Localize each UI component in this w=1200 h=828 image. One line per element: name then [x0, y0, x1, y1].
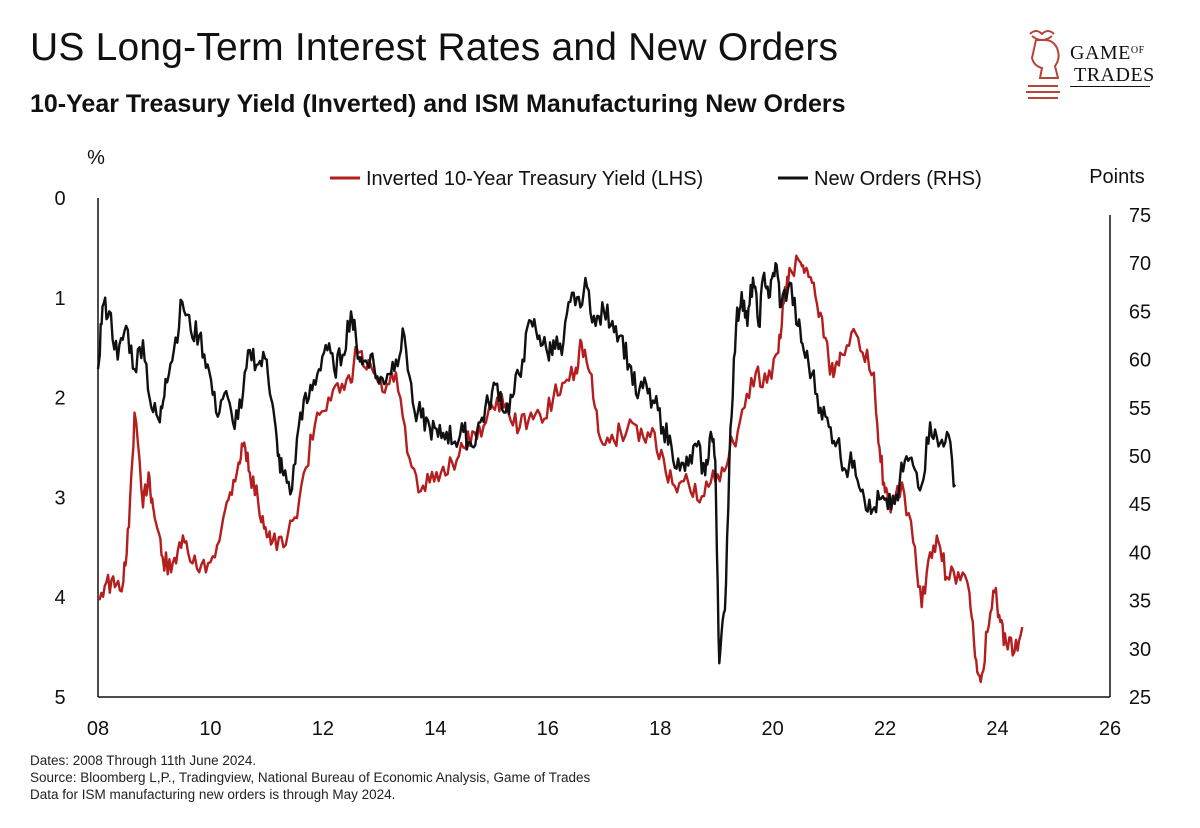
right-tick-label: 25	[1129, 687, 1151, 709]
left-tick-label: 1	[54, 288, 65, 310]
right-tick-label: 50	[1129, 446, 1151, 468]
right-tick-label: 75	[1129, 205, 1151, 227]
right-tick-label: 60	[1129, 350, 1151, 372]
footnote-ism: Data for ISM manufacturing new orders is…	[30, 787, 396, 802]
chart-title: US Long-Term Interest Rates and New Orde…	[30, 26, 839, 69]
left-tick-label: 3	[54, 487, 65, 509]
right-tick-label: 65	[1129, 301, 1151, 323]
x-tick-label: 10	[199, 718, 221, 740]
bull-knight-logo-icon	[1026, 30, 1060, 99]
left-tick-label: 5	[54, 687, 65, 709]
yield-series-line	[97, 254, 1024, 684]
footnotes: Dates: 2008 Through 11th June 2024. Sour…	[30, 752, 590, 803]
footnote-source: Source: Bloomberg L,P., Tradingview, Nat…	[30, 770, 591, 785]
right-tick-label: 55	[1129, 398, 1151, 420]
right-tick-label: 40	[1129, 542, 1151, 564]
footnote-dates: Dates: 2008 Through 11th June 2024.	[30, 753, 257, 768]
logo-word-game: GAME	[1070, 42, 1131, 64]
left-tick-label: 2	[54, 388, 65, 410]
x-tick-label: 20	[762, 718, 784, 740]
left-tick-label: 4	[54, 587, 65, 609]
x-tick-label: 12	[312, 718, 334, 740]
new-orders-series-line	[96, 262, 957, 665]
right-tick-label: 45	[1129, 494, 1151, 516]
legend-yield-label: Inverted 10-Year Treasury Yield (LHS)	[366, 168, 703, 190]
right-tick-label: 30	[1129, 639, 1151, 661]
right-axis-label: Points	[1089, 166, 1145, 188]
legend-new-orders-label: New Orders (RHS)	[814, 168, 982, 190]
x-tick-label: 26	[1099, 718, 1121, 740]
logo-word-of: OF	[1130, 45, 1145, 56]
right-tick-label: 35	[1129, 591, 1151, 613]
x-tick-label: 18	[649, 718, 671, 740]
right-tick-label: 70	[1129, 253, 1151, 275]
x-tick-label: 16	[537, 718, 559, 740]
brand-logo-text: GAMEOF TRADES	[1070, 40, 1154, 87]
logo-word-trades: TRADES	[1070, 64, 1154, 87]
chart-subtitle: 10-Year Treasury Yield (Inverted) and IS…	[30, 90, 846, 118]
x-tick-label: 08	[87, 718, 109, 740]
left-axis-label: %	[87, 147, 105, 169]
x-tick-label: 24	[986, 718, 1008, 740]
x-tick-label: 14	[424, 718, 446, 740]
left-tick-label: 0	[54, 188, 65, 210]
x-tick-label: 22	[874, 718, 896, 740]
